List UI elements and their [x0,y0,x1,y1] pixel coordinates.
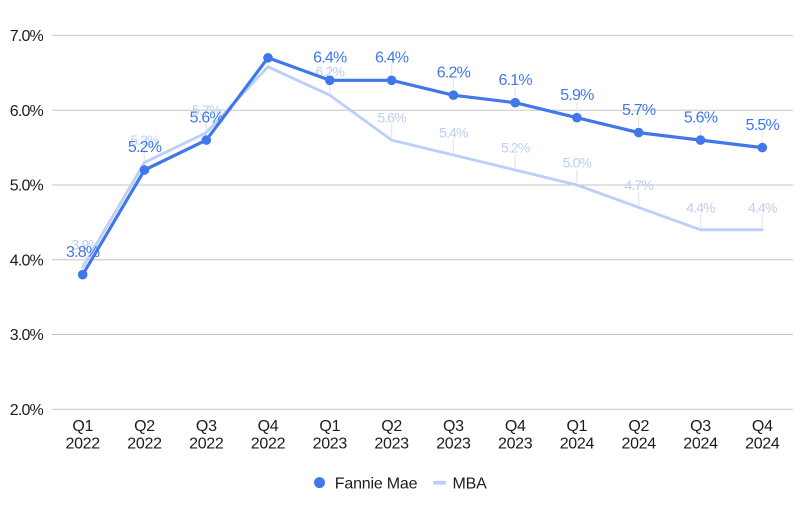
svg-text:2022: 2022 [127,436,162,453]
svg-text:6.4%: 6.4% [313,50,347,67]
svg-text:Q1: Q1 [72,418,93,435]
svg-text:MBA: MBA [453,475,488,492]
svg-text:2023: 2023 [436,436,471,453]
svg-text:4.4%: 4.4% [686,199,715,215]
svg-text:2024: 2024 [621,436,656,453]
svg-text:2024: 2024 [745,436,780,453]
svg-text:Q4: Q4 [258,418,279,435]
svg-text:2024: 2024 [683,436,718,453]
svg-text:3.9%: 3.9% [71,237,100,253]
svg-text:6.2%: 6.2% [437,64,471,81]
svg-text:5.2%: 5.2% [128,139,162,156]
svg-text:5.4%: 5.4% [439,125,468,141]
svg-text:4.7%: 4.7% [624,177,653,193]
svg-text:5.0%: 5.0% [563,155,592,171]
svg-text:Q4: Q4 [505,418,526,435]
svg-text:Q3: Q3 [196,418,217,435]
svg-text:Q1: Q1 [567,418,588,435]
svg-text:Q4: Q4 [752,418,773,435]
svg-text:5.0%: 5.0% [10,178,44,195]
svg-text:4.0%: 4.0% [10,252,44,269]
svg-text:2022: 2022 [251,436,286,453]
svg-text:Q1: Q1 [319,418,340,435]
svg-text:4.4%: 4.4% [748,199,777,215]
svg-text:5.6%: 5.6% [684,109,718,126]
svg-text:6.4%: 6.4% [375,50,409,67]
svg-text:Q3: Q3 [443,418,464,435]
svg-text:5.3%: 5.3% [130,132,159,148]
svg-text:5.6%: 5.6% [190,109,224,126]
svg-text:Q3: Q3 [690,418,711,435]
svg-text:6.2%: 6.2% [316,64,345,80]
svg-text:3.0%: 3.0% [10,327,44,344]
svg-text:6.0%: 6.0% [10,103,44,120]
svg-text:2022: 2022 [189,436,224,453]
svg-text:5.5%: 5.5% [746,117,780,134]
svg-text:7.0%: 7.0% [10,28,44,45]
svg-text:Q2: Q2 [628,418,649,435]
svg-text:5.7%: 5.7% [192,102,221,118]
svg-text:3.8%: 3.8% [66,244,100,261]
svg-text:5.9%: 5.9% [560,87,594,104]
svg-text:2023: 2023 [313,436,348,453]
svg-text:2023: 2023 [498,436,533,453]
svg-text:Q2: Q2 [134,418,155,435]
svg-text:5.6%: 5.6% [377,110,406,126]
svg-text:2023: 2023 [374,436,409,453]
svg-text:Q2: Q2 [381,418,402,435]
svg-text:6.1%: 6.1% [499,72,533,89]
svg-text:2022: 2022 [65,436,100,453]
svg-text:2024: 2024 [560,436,595,453]
svg-text:5.7%: 5.7% [622,102,656,119]
svg-text:5.2%: 5.2% [501,140,530,156]
svg-text:2.0%: 2.0% [10,402,44,419]
svg-text:Fannie Mae: Fannie Mae [335,475,418,492]
